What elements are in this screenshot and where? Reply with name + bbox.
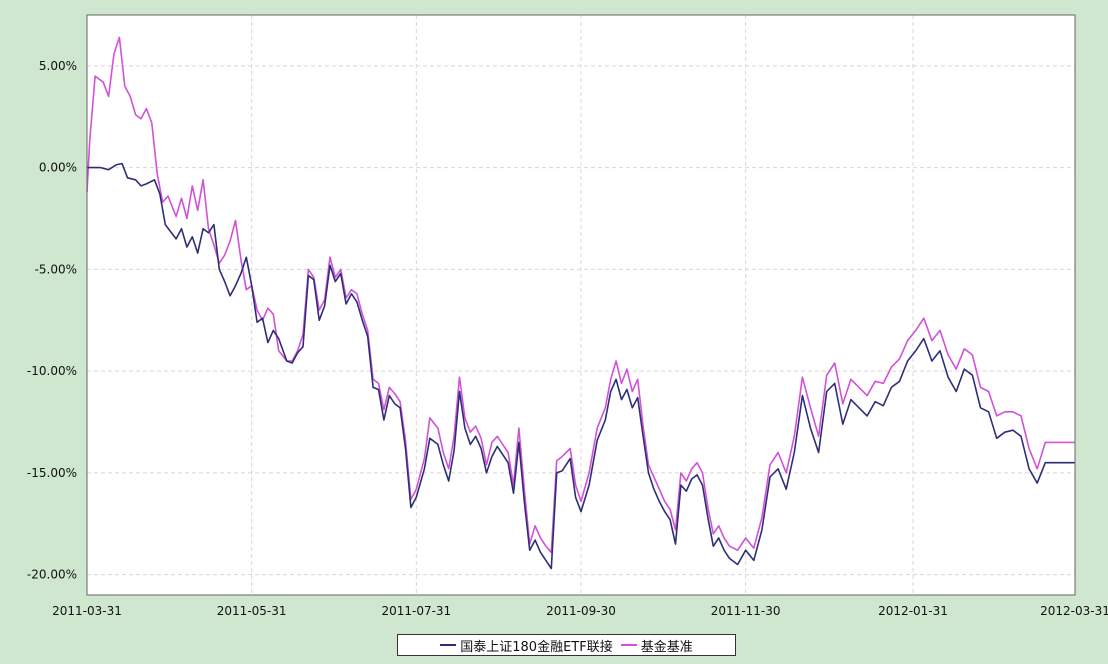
plot-border	[86, 14, 1076, 596]
series-line-benchmark	[86, 36, 1075, 554]
x-tick-label: 2012-03-31	[1040, 604, 1108, 618]
legend-swatch-benchmark	[620, 644, 637, 646]
legend: 国泰上证180金融ETF联接 基金基准	[397, 634, 736, 656]
y-tick-label: -10.00%	[27, 364, 77, 378]
x-tick-label: 2011-11-30	[711, 604, 781, 618]
legend-item-benchmark: 基金基准	[620, 636, 693, 655]
x-tick-label: 2012-01-31	[878, 604, 948, 618]
y-tick-label: 5.00%	[39, 59, 77, 73]
legend-label-fund: 国泰上证180金融ETF联接	[460, 639, 613, 655]
y-tick-label: 0.00%	[39, 161, 77, 175]
y-tick-label: -20.00%	[27, 568, 77, 582]
x-tick-label: 2011-03-31	[52, 604, 122, 618]
x-tick-label: 2011-07-31	[381, 604, 451, 618]
series-line-fund	[87, 162, 1075, 570]
x-tick-label: 2011-05-31	[217, 604, 287, 618]
legend-item-fund: 国泰上证180金融ETF联接	[440, 636, 613, 655]
legend-label-benchmark: 基金基准	[640, 639, 693, 655]
axis-layer: 2011-03-31 2011-05-31 2011-07-31 2011-09-30…	[27, 59, 1108, 618]
legend-swatch-fund	[440, 644, 457, 646]
y-tick-label: -5.00%	[35, 262, 77, 276]
y-tick-label: -15.00%	[27, 466, 77, 480]
x-tick-label: 2011-09-30	[546, 604, 616, 618]
grid-layer	[87, 15, 1075, 595]
series-layer	[86, 36, 1075, 570]
